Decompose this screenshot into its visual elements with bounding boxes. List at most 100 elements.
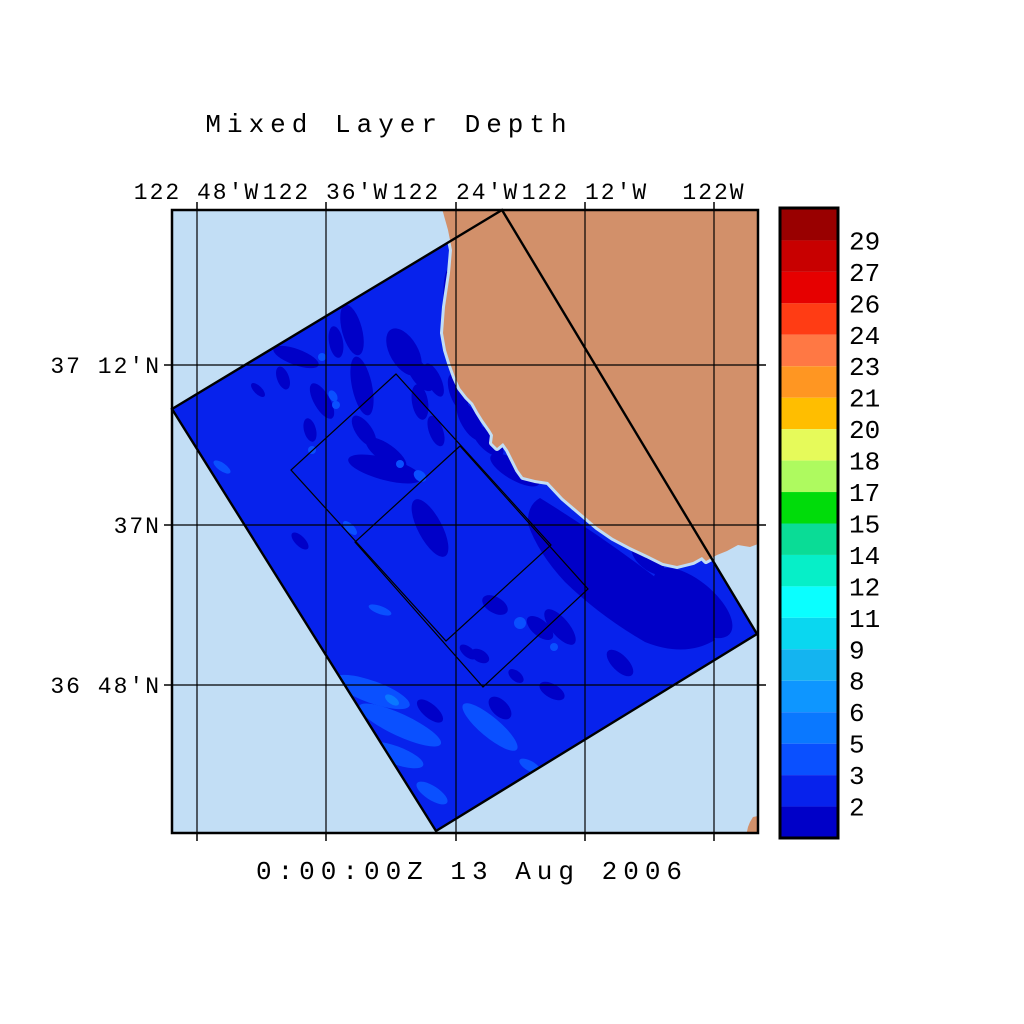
colorbar-label: 29	[849, 227, 880, 257]
colorbar-band	[781, 649, 837, 681]
mld-patch	[514, 617, 526, 629]
mld-patch	[328, 326, 344, 358]
colorbar-band	[781, 680, 837, 713]
colorbar-band	[781, 554, 837, 587]
colorbar-band	[781, 366, 837, 398]
model-domain-outline	[170, 208, 759, 833]
colorbar-label: 24	[849, 322, 880, 352]
x-axis-label: 122 12'W	[522, 180, 648, 206]
mld-patch	[385, 694, 399, 706]
colorbar-band	[781, 334, 837, 367]
x-axis-label: 122W	[682, 180, 745, 206]
land-region	[442, 210, 758, 566]
mld-patch	[350, 356, 374, 416]
mld-patch	[365, 437, 407, 469]
colorbar-label: 23	[849, 353, 880, 383]
colorbar-band	[781, 806, 837, 838]
mld-patch	[251, 383, 265, 397]
mld-patch	[213, 460, 231, 474]
mld-patch	[606, 649, 634, 677]
colorbar-label: 18	[849, 448, 880, 478]
colorbar-label: 15	[849, 511, 880, 541]
colorbar-band	[781, 460, 837, 493]
colorbar-band	[781, 617, 837, 650]
mld-patch	[470, 648, 490, 664]
colorbar-band	[781, 209, 837, 241]
colorbar-band	[781, 586, 837, 618]
axis-ticks	[164, 202, 766, 841]
colorbar-label: 12	[849, 573, 880, 603]
mld-patch-coastal-band	[527, 498, 715, 650]
mld-patch	[358, 703, 442, 747]
mld-patch	[508, 669, 524, 683]
mld-patch	[276, 366, 290, 390]
mld-patch	[332, 401, 340, 409]
colorbar-label: 14	[849, 542, 880, 572]
colorbar-label: 17	[849, 479, 880, 509]
colorbar-band	[781, 271, 837, 304]
mld-patch	[462, 703, 518, 751]
nested-domain-outline-2	[354, 445, 589, 688]
mld-patch	[488, 696, 512, 720]
x-axis-label: 122 36'W	[263, 180, 389, 206]
colorbar-band	[781, 303, 837, 335]
mld-patch	[482, 595, 508, 615]
land-islet	[746, 816, 758, 833]
x-axis-label: 122 48'W	[134, 180, 260, 206]
colorbar-band	[781, 523, 837, 555]
colorbar-label: 5	[849, 731, 865, 761]
mld-patch	[396, 460, 404, 468]
colorbar-label: 6	[849, 699, 865, 729]
colorbar-label: 21	[849, 385, 880, 415]
mld-patch	[416, 699, 444, 723]
colorbar-band	[781, 240, 837, 272]
colorbar-label: 2	[849, 794, 865, 824]
colorbar-band	[781, 492, 837, 524]
y-axis-label: 37 12'N	[50, 354, 161, 380]
plot-border	[170, 208, 760, 835]
mld-patch	[424, 363, 444, 397]
colorbar-band	[781, 712, 837, 744]
y-axis-label: 37N	[114, 514, 161, 540]
colorbar-band	[781, 429, 837, 461]
mld-patch	[368, 604, 392, 616]
colorbar-band	[781, 743, 837, 776]
timestamp-label: 0:00:00Z 13 Aug 2006	[256, 857, 688, 887]
colorbar-band	[781, 397, 837, 430]
mld-patch	[328, 390, 338, 402]
colorbar-label: 9	[849, 636, 865, 666]
mld-patch	[653, 567, 733, 639]
y-axis-label: 36 48'N	[50, 674, 161, 700]
mld-patch	[303, 418, 317, 442]
colorbar-label: 26	[849, 290, 880, 320]
mld-patch	[340, 304, 364, 356]
colorbar-label: 8	[849, 668, 865, 698]
mld-patch	[544, 609, 576, 645]
mld-patch	[411, 499, 449, 557]
mld-patch	[416, 781, 448, 805]
mld-patch	[427, 415, 445, 447]
x-axis-label: 122 24'W	[393, 180, 519, 206]
colorbar-label: 11	[849, 605, 880, 635]
mld-patch	[459, 644, 477, 660]
colorbar: 29 27 26 24 23 21 20 18 17 15 14 12 11 9…	[778, 206, 880, 840]
graticule	[172, 210, 758, 833]
mld-patch	[411, 384, 429, 420]
map-plot: 122 48'W 122 36'W 122 24'W 122 12'W 122W…	[50, 180, 766, 841]
mld-patch	[348, 454, 422, 484]
mld-patch	[273, 345, 319, 369]
nested-domain-outline-1	[290, 373, 552, 642]
mld-patch	[318, 353, 326, 361]
mld-patch	[291, 532, 309, 550]
plot-title: Mixed Layer Depth	[205, 110, 572, 140]
colorbar-border	[778, 206, 840, 840]
mld-patch	[526, 616, 554, 640]
colorbar-label: 3	[849, 762, 865, 792]
colorbar-label: 20	[849, 416, 880, 446]
colorbar-band	[781, 775, 837, 807]
colorbar-label: 27	[849, 259, 880, 289]
mld-patch	[539, 681, 565, 701]
mld-patch	[309, 383, 335, 419]
mld-patch	[550, 643, 558, 651]
